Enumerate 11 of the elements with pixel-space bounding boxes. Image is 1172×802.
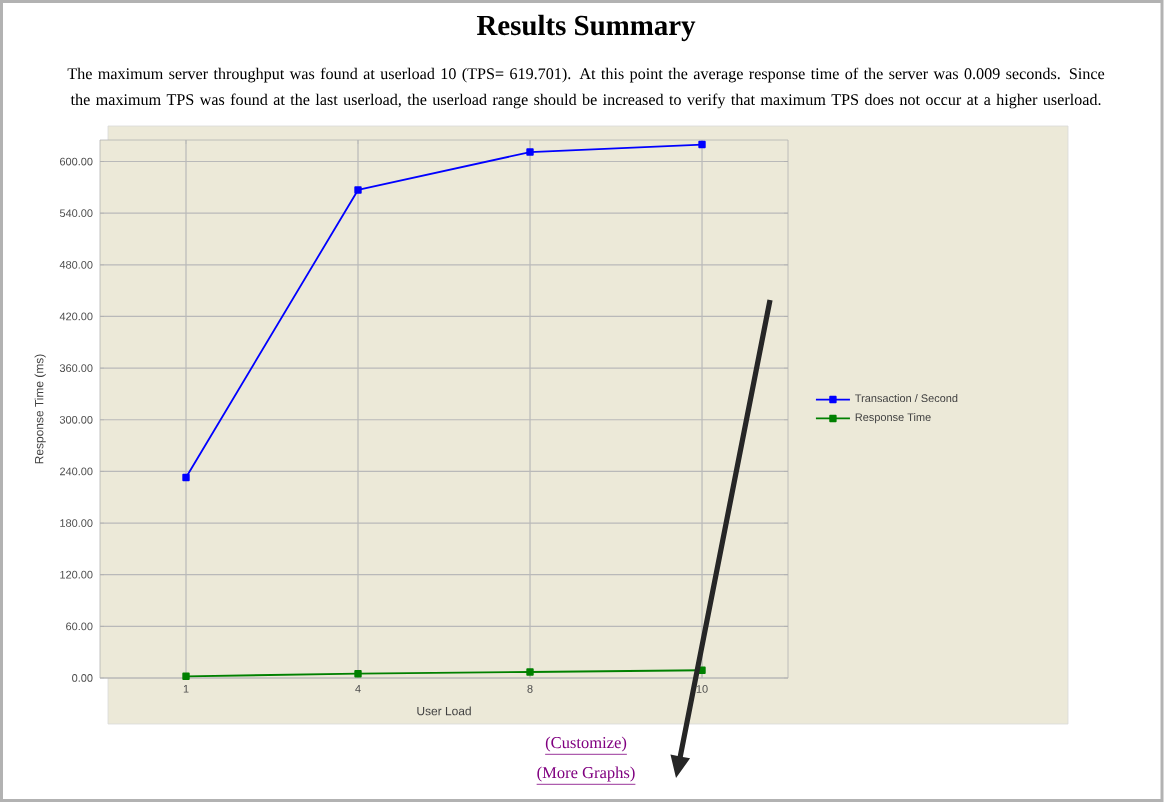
point [526, 148, 534, 156]
point [526, 668, 534, 676]
chart-subtitle: The maximum server throughput was found at userload 10 (TPS= 619.701). At this point the average response time of the server was 0.009 seconds. Since the maximum TPS was found at the last userload, the userload range should be increased to verify that maximum TPS does not occur at a higher userload. [67, 67, 1105, 109]
point [354, 670, 362, 678]
text: (Customize) [545, 736, 627, 752]
text: (More Graphs) [537, 766, 635, 782]
point [354, 186, 362, 194]
point [182, 672, 190, 680]
chart-title: Results Summary [476, 14, 696, 42]
point [698, 140, 706, 149]
point [182, 473, 190, 482]
